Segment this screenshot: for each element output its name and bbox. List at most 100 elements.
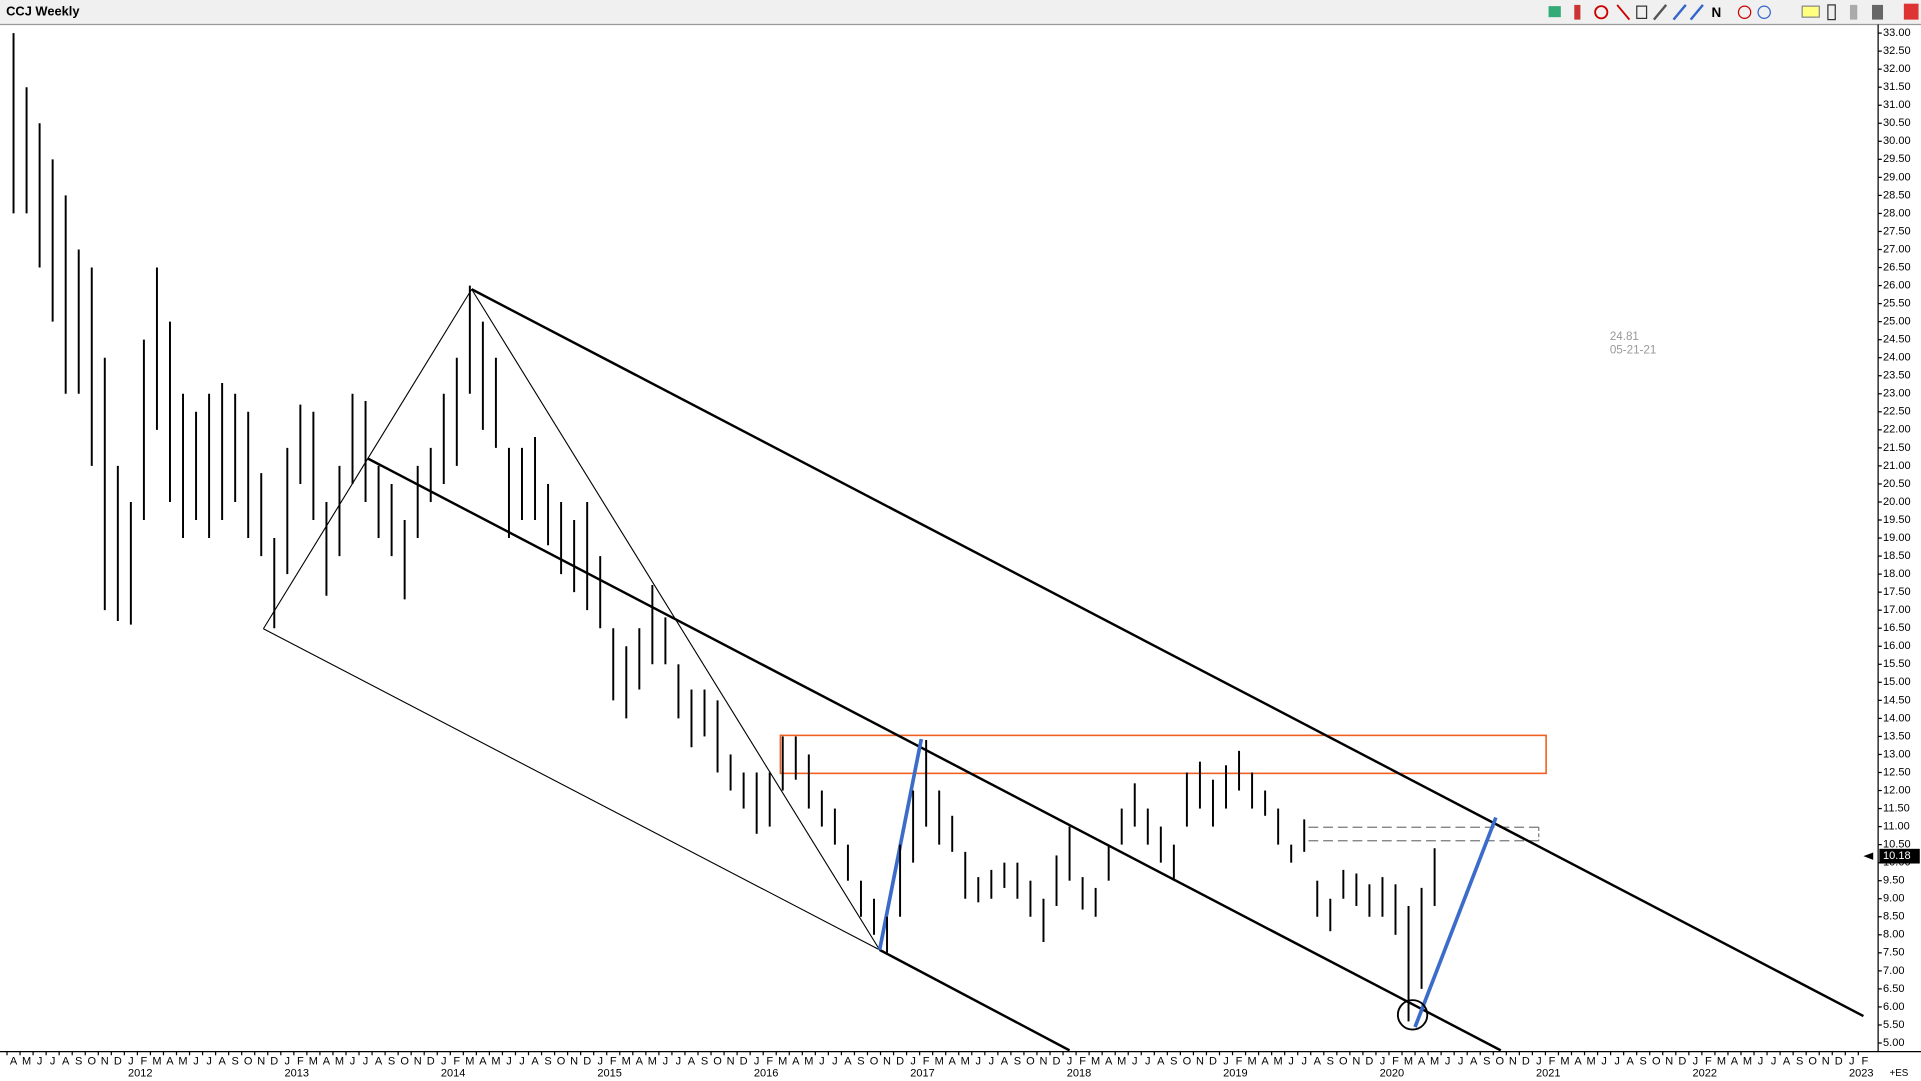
icon[interactable] (1689, 4, 1704, 21)
y-tick-label: 20.50 (1883, 478, 1911, 490)
x-tick-label: A (1157, 1055, 1165, 1067)
x-tick-label: N (727, 1055, 735, 1067)
icon[interactable] (1827, 4, 1836, 21)
x-tick-label: M (309, 1055, 318, 1067)
icon[interactable] (1871, 4, 1884, 20)
x-tick-label: M (491, 1055, 500, 1067)
x-tick-label: J (1445, 1055, 1451, 1067)
icon[interactable] (1757, 5, 1771, 19)
y-tick-label: 25.50 (1883, 298, 1911, 310)
y-tick-label: 23.50 (1883, 370, 1911, 382)
x-tick-label: N (1509, 1055, 1517, 1067)
x-tick-label: A (1418, 1055, 1426, 1067)
x-tick-label: F (297, 1055, 304, 1067)
y-tick-label: 12.50 (1883, 766, 1911, 778)
icon[interactable] (1849, 4, 1858, 20)
x-tick-label: D (1365, 1055, 1373, 1067)
y-tick-label: 7.50 (1883, 947, 1904, 959)
y-tick-label: 6.00 (1883, 1001, 1904, 1013)
x-tick-label: M (1717, 1055, 1726, 1067)
icon[interactable] (1594, 5, 1609, 20)
cursor-date: 05-21-21 (1610, 344, 1657, 357)
icon[interactable] (1672, 4, 1687, 21)
y-tick-label: 18.00 (1883, 568, 1911, 580)
icon[interactable] (1801, 5, 1820, 18)
icon[interactable] (1616, 4, 1631, 21)
x-tick-label: N (1665, 1055, 1673, 1067)
x-tick-label: M (465, 1055, 474, 1067)
y-tick-label: 9.00 (1883, 893, 1904, 905)
pitchfork-lower (879, 948, 1071, 1052)
x-tick-label: M (1274, 1055, 1283, 1067)
close-button[interactable] (1903, 3, 1919, 20)
y-tick-label: 32.00 (1883, 63, 1911, 75)
x-tick-label: J (676, 1055, 682, 1067)
x-tick-label: O (400, 1055, 409, 1067)
x-tick-label: J (1458, 1055, 1464, 1067)
last-value-label: 10.18 (1883, 850, 1911, 862)
x-tick-label: O (870, 1055, 879, 1067)
x-tick-label: J (1288, 1055, 1294, 1067)
x-tick-label: A (218, 1055, 226, 1067)
toolbar (0, 0, 1921, 25)
x-tick-label: A (10, 1055, 18, 1067)
x-tick-label: O (713, 1055, 722, 1067)
x-tick-label: J (193, 1055, 199, 1067)
x-tick-label: J (663, 1055, 669, 1067)
x-tick-label: M (1091, 1055, 1100, 1067)
x-tick-label: M (1743, 1055, 1752, 1067)
y-tick-label: 18.50 (1883, 550, 1911, 562)
x-tick-label: M (1404, 1055, 1413, 1067)
x-tick-label: S (1170, 1055, 1177, 1067)
pitchfork-upper (471, 288, 1864, 1018)
y-tick-label: 17.50 (1883, 586, 1911, 598)
x-tick-label: F (141, 1055, 148, 1067)
last-value-box (1879, 848, 1920, 864)
y-tick-label: 22.50 (1883, 406, 1911, 418)
x-tick-label: S (857, 1055, 864, 1067)
x-tick-label: M (778, 1055, 787, 1067)
icon[interactable]: N (1712, 5, 1722, 20)
x-tick-label: J (754, 1055, 760, 1067)
x-tick-label: J (1849, 1055, 1855, 1067)
x-tick-label: O (1026, 1055, 1035, 1067)
year-label: 2023 (1849, 1068, 1874, 1080)
x-tick-label: J (363, 1055, 369, 1067)
x-tick-label: J (519, 1055, 525, 1067)
x-tick-label: A (62, 1055, 70, 1067)
x-tick-label: M (335, 1055, 344, 1067)
x-tick-label: S (701, 1055, 708, 1067)
x-tick-label: J (1771, 1055, 1777, 1067)
toolbar-icons[interactable]: N (1548, 3, 1919, 21)
year-label: 2020 (1380, 1068, 1405, 1080)
x-tick-label: J (1693, 1055, 1699, 1067)
y-tick-label: 7.00 (1883, 965, 1904, 977)
x-tick-label: J (597, 1055, 603, 1067)
y-tick-label: 19.00 (1883, 532, 1911, 544)
icon[interactable] (1652, 4, 1668, 21)
x-tick-label: M (1247, 1055, 1256, 1067)
x-tick-label: M (1430, 1055, 1439, 1067)
icon[interactable] (1574, 4, 1581, 20)
x-tick-label: A (375, 1055, 383, 1067)
x-tick-label: J (441, 1055, 447, 1067)
x-tick-label: S (231, 1055, 238, 1067)
x-tick-label: M (1586, 1055, 1595, 1067)
icon[interactable] (1737, 5, 1752, 19)
x-tick-label: D (1522, 1055, 1530, 1067)
y-tick-label: 15.50 (1883, 658, 1911, 670)
x-tick-label: D (1835, 1055, 1843, 1067)
y-tick-label: 24.50 (1883, 334, 1911, 346)
icon[interactable] (1636, 5, 1648, 19)
y-tick-label: 21.50 (1883, 442, 1911, 454)
y-tick-label: 32.50 (1883, 45, 1911, 57)
y-tick-label: 11.00 (1883, 821, 1910, 833)
x-tick-label: J (50, 1055, 56, 1067)
icon[interactable] (1548, 6, 1561, 18)
y-tick-label: 6.50 (1883, 983, 1904, 995)
x-tick-label: S (1796, 1055, 1803, 1067)
pitchfork-median (366, 457, 1502, 1052)
x-tick-label: D (740, 1055, 748, 1067)
